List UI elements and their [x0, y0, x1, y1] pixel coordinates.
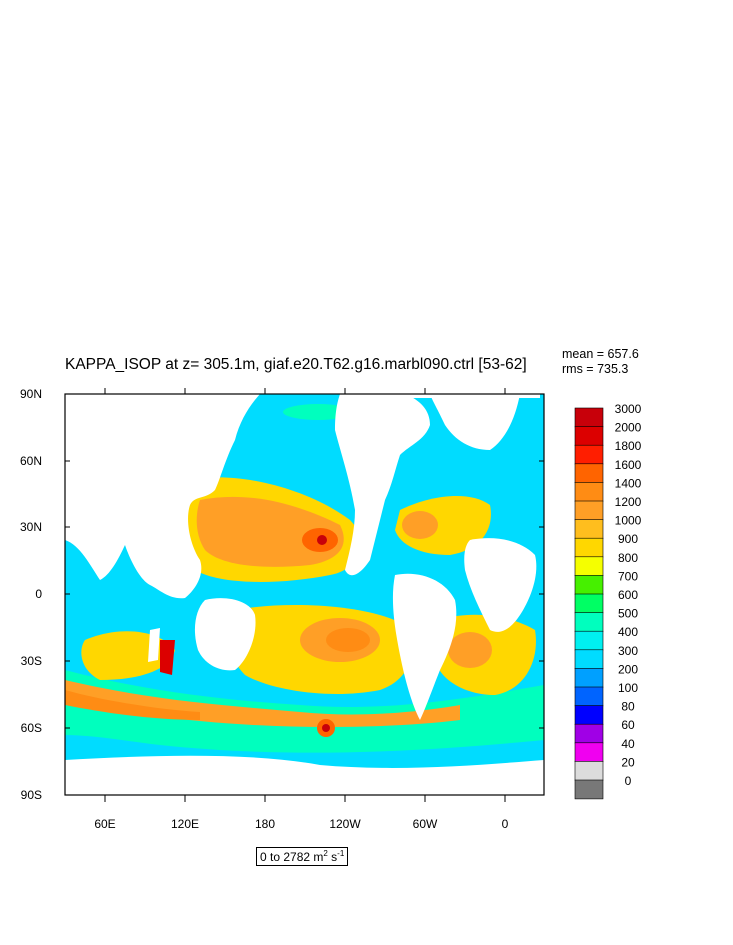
lat-label-30n: 30N: [20, 520, 42, 534]
lat-labels: 90N 60N 30N 0 30S 60S 90S: [20, 387, 42, 802]
colorbar-label: 1200: [615, 495, 642, 509]
colorbar-swatch: [574, 649, 604, 669]
colorbar-swatch: [574, 556, 604, 576]
range-box: 0 to 2782 m2 s-1: [256, 847, 349, 866]
colorbar-label: 500: [618, 607, 638, 621]
stats-block: mean = 657.6 rms = 735.3: [562, 347, 639, 377]
colorbar-label: 100: [618, 681, 638, 695]
colorbar-swatch: [574, 444, 604, 465]
colorbar-label: 20: [621, 755, 635, 769]
colorbar-swatch: [574, 482, 604, 502]
colorbar-swatch: [574, 575, 604, 595]
lon-ticks: [104, 388, 506, 802]
colorbar-swatch: [574, 593, 604, 614]
colorbar-swatch: [574, 723, 604, 744]
colorbar-label: 600: [618, 588, 638, 602]
map-title: KAPPA_ISOP at z= 305.1m, giaf.e20.T62.g1…: [65, 356, 527, 373]
lat-label-60n: 60N: [20, 454, 42, 468]
colorbar-label: 400: [618, 625, 638, 639]
colorbar-swatch: [574, 742, 604, 762]
colorbar-swatch: [574, 463, 604, 483]
range-mid: s: [327, 850, 338, 864]
colorbar-swatch: [574, 426, 604, 446]
colorbar-swatch: [574, 630, 604, 651]
range-text: 0 to 2782 m: [260, 850, 324, 864]
mean-value: mean = 657.6: [562, 347, 639, 361]
colorbar-label: 40: [621, 737, 635, 751]
lon-label-180: 180: [255, 817, 275, 831]
lon-label-120e: 120E: [171, 817, 199, 831]
colorbar-swatch: [574, 779, 604, 800]
colorbar-label: 2000: [615, 421, 642, 435]
colorbar-label: 60: [621, 718, 635, 732]
colorbar-swatch: [574, 705, 604, 725]
lat-label-90s: 90S: [21, 788, 42, 802]
colorbar-swatch: [574, 407, 604, 428]
range-sup1: 2: [323, 849, 328, 858]
lon-label-60e: 60E: [94, 817, 115, 831]
range-sup2: -1: [337, 849, 345, 858]
colorbar-swatch: [574, 537, 604, 558]
lon-labels: 60E 120E 180 120W 60W 0: [94, 817, 508, 831]
lat-label-30s: 30S: [21, 654, 42, 668]
colorbar-label: 800: [618, 551, 638, 565]
colorbar-label: 300: [618, 644, 638, 658]
lat-label-60s: 60S: [21, 721, 42, 735]
colorbar-label: 700: [618, 569, 638, 583]
lat-ticks: [65, 393, 544, 796]
rms-value: rms = 735.3: [562, 362, 629, 376]
colorbar-label: 1400: [615, 476, 642, 490]
colorbar: 3000200018001600140012001000900800700600…: [574, 402, 642, 800]
ocean-field: [65, 394, 544, 795]
colorbar-label: 1600: [615, 458, 642, 472]
colorbar-label: 200: [618, 662, 638, 676]
colorbar-label: 80: [621, 700, 635, 714]
colorbar-swatch: [574, 761, 604, 781]
colorbar-swatch: [574, 500, 604, 521]
colorbar-swatch: [574, 686, 604, 707]
lon-label-60w: 60W: [413, 817, 438, 831]
lon-label-120w: 120W: [329, 817, 361, 831]
lon-label-0: 0: [502, 817, 509, 831]
colorbar-label: 0: [625, 774, 632, 788]
lat-label-90n: 90N: [20, 387, 42, 401]
lat-label-0: 0: [35, 587, 42, 601]
colorbar-label: 1800: [615, 439, 642, 453]
colorbar-label: 900: [618, 532, 638, 546]
colorbar-label: 3000: [615, 402, 642, 416]
colorbar-swatch: [574, 668, 604, 688]
colorbar-swatch: [574, 519, 604, 539]
colorbar-swatch: [574, 612, 604, 632]
colorbar-label: 1000: [615, 514, 642, 528]
